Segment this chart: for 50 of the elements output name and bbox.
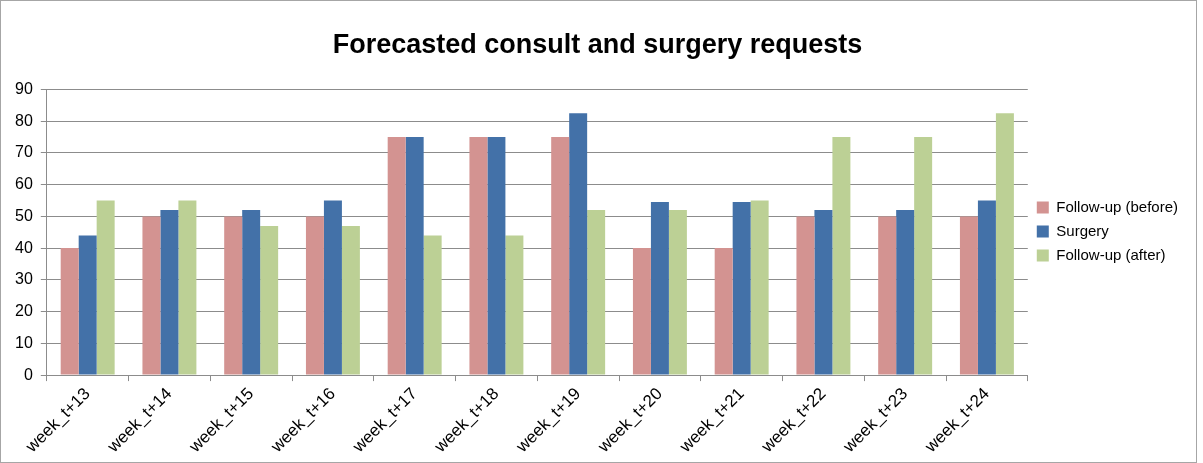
bar [178,200,197,375]
bar [569,113,588,375]
bar [632,248,651,375]
y-tick-label: 50 [15,206,33,224]
bar [260,225,279,375]
bar [587,210,606,375]
bar [814,210,833,375]
y-tick-label: 70 [15,143,33,161]
chart-title: Forecasted consult and surgery requests [332,28,863,59]
legend-label: Surgery [1056,221,1110,239]
bar [668,210,687,375]
bar [323,200,342,375]
bar [995,113,1014,375]
bar [650,202,669,375]
bar [896,210,915,375]
bar [505,235,524,375]
bar [341,225,360,375]
bar [977,200,996,375]
bar [60,248,79,375]
bar [160,210,179,375]
bar [750,200,769,375]
bar [914,137,933,375]
bar [387,137,406,375]
y-tick-label: 90 [15,79,33,97]
legend-label: Follow-up (after) [1056,245,1166,263]
bar [832,137,851,375]
y-tick-label: 10 [15,333,33,351]
bar [423,235,442,375]
y-tick-label: 20 [15,302,33,320]
y-tick-label: 60 [15,175,33,193]
y-tick-label: 80 [15,111,33,129]
bar [487,137,506,375]
y-tick-label: 40 [15,238,33,256]
bar [796,216,815,375]
y-tick-label: 30 [15,270,33,288]
bar [878,216,897,375]
legend-label: Follow-up (before) [1056,197,1178,215]
bar [96,200,115,375]
bar [405,137,424,375]
bar [142,216,161,375]
bar [959,216,978,375]
bar [78,235,97,375]
bar [714,248,733,375]
y-tick-label: 0 [23,365,33,383]
bar [224,216,243,375]
bar [305,216,324,375]
bar [469,137,488,375]
bar [242,210,261,375]
bar [551,137,570,375]
bar [732,202,751,375]
